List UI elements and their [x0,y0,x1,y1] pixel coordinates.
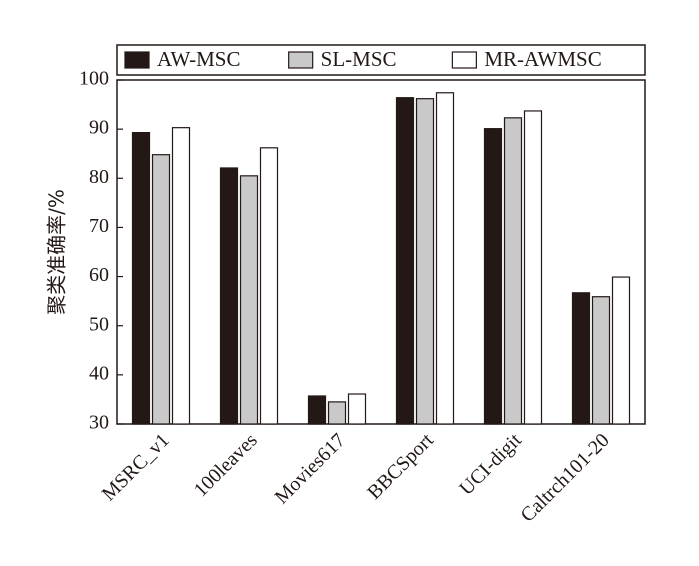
bar [483,128,503,425]
y-axis-label: 聚类准确率/% [45,189,69,315]
x-tick-label: 100leaves [190,429,262,501]
bar [415,98,435,425]
y-tick-label: 100 [79,68,109,90]
legend-label: AW-MSC [157,47,241,71]
legend-swatch [288,51,314,69]
y-tick-label: 70 [89,215,109,237]
plot-frame [116,79,646,425]
x-tick-label: MSRC_v1 [98,429,174,505]
bar [523,110,543,425]
x-tick-label: Movies617 [271,429,350,508]
bar [307,395,327,425]
x-tick-label: UCI-digit [455,429,526,500]
bar [259,147,279,425]
bar [131,131,151,425]
legend-swatch [124,51,150,69]
bar [151,154,171,425]
y-tick-label: 60 [89,264,109,286]
legend-label: MR-AWMSC [484,47,601,71]
y-tick-label: 50 [89,313,109,335]
legend-swatch [451,51,477,69]
x-tick-label: BBCSport [363,429,438,504]
bar [395,97,415,425]
bar [347,393,367,425]
y-tick-label: 80 [89,166,109,188]
bar [571,292,591,425]
bar [435,92,455,425]
y-tick-label: 90 [89,117,109,139]
bar [239,175,259,425]
bar [327,401,347,425]
legend-box [116,44,646,76]
bar [591,296,611,425]
bar [611,276,631,425]
x-tick-label: Caltrch101-20 [517,429,614,526]
y-tick-label: 40 [89,362,109,384]
y-tick-label: 30 [89,412,109,434]
bar [503,117,523,425]
legend-label: SL-MSC [321,47,397,71]
bar [171,127,191,425]
bar [219,167,239,425]
